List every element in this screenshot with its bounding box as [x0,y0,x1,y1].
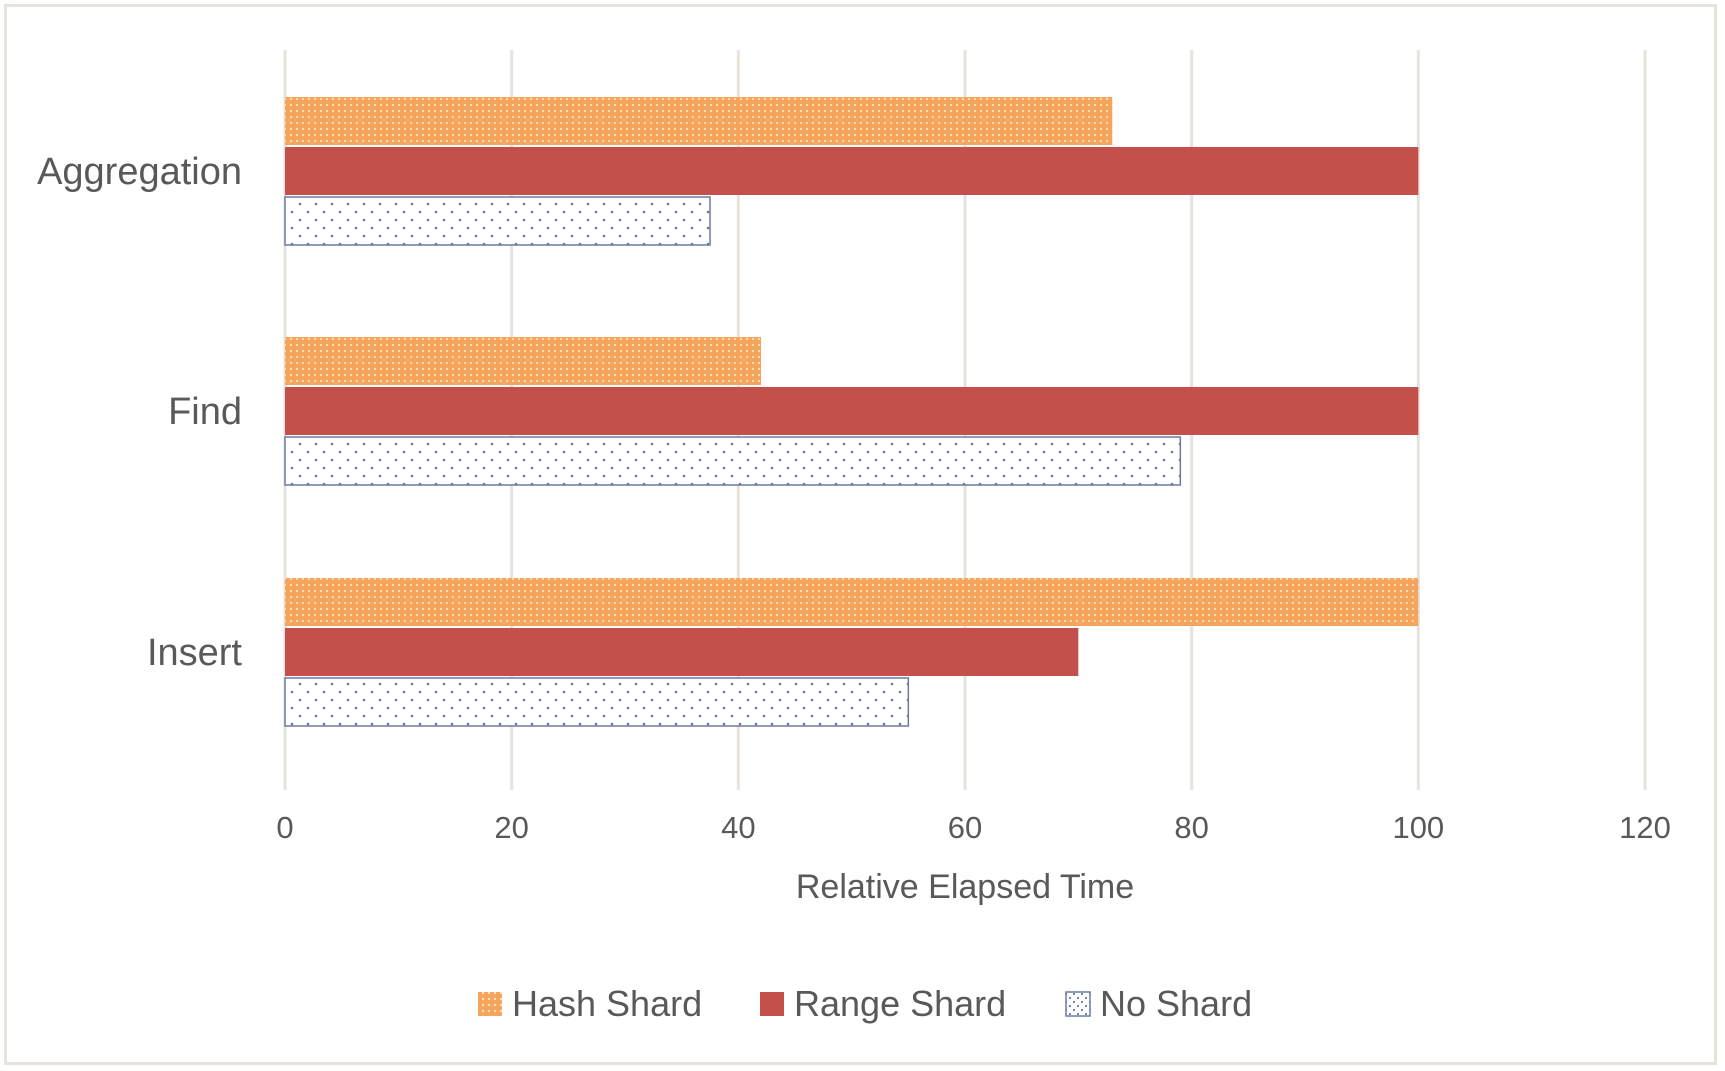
bar-range-shard-find [285,387,1419,435]
legend-swatch [1065,991,1091,1017]
bars [284,97,1419,727]
category-label-insert: Insert [147,632,242,674]
x-axis-tick-labels: 0 20 40 60 80 100 120 [276,810,1670,845]
legend-swatch [478,992,502,1016]
category-labels: Aggregation Find Insert [37,151,242,674]
category-label-aggregation: Aggregation [37,151,242,193]
bar-range-shard-insert [285,628,1079,676]
legend-item-hash-shard: Hash Shard [478,983,702,1024]
x-tick-label: 60 [948,810,982,845]
category-label-find: Find [168,391,242,433]
x-tick-label: 0 [276,810,293,845]
bar-range-shard-aggregation [285,147,1419,195]
x-axis-title: Relative Elapsed Time [796,868,1134,906]
bar-no-shard-find [284,436,1182,486]
x-tick-label: 80 [1174,810,1208,845]
legend-swatch [760,992,784,1016]
bar-hash-shard-aggregation [285,97,1113,145]
legend-label: No Shard [1100,983,1252,1024]
x-tick-label: 20 [494,810,528,845]
bar-no-shard-insert [284,677,910,727]
legend: Hash Shard Range Shard No Shard [478,983,1252,1024]
x-tick-label: 120 [1619,810,1671,845]
legend-item-no-shard: No Shard [1065,983,1252,1024]
bar-hash-shard-find [285,337,761,385]
bar-no-shard-aggregation [284,196,711,246]
legend-label: Hash Shard [512,983,702,1024]
legend-item-range-shard: Range Shard [760,983,1006,1024]
x-tick-label: 40 [721,810,755,845]
legend-label: Range Shard [794,983,1006,1024]
bar-hash-shard-insert [285,578,1419,626]
x-tick-label: 100 [1392,810,1444,845]
